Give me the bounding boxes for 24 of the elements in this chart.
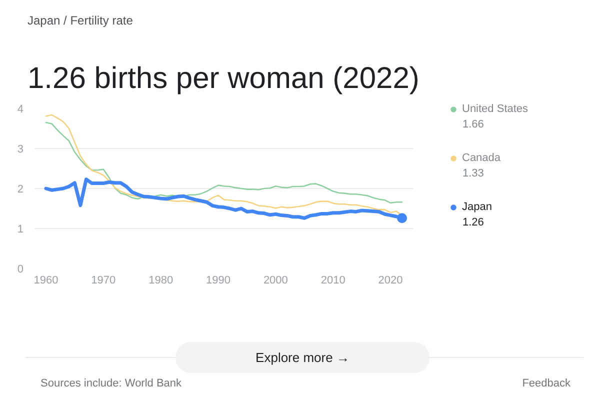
x-tick-label: 1990 (206, 274, 231, 286)
x-tick-label: 2020 (378, 274, 403, 286)
legend-label: Canada (462, 152, 501, 164)
y-tick-label: 0 (17, 264, 24, 276)
legend-label: United States (462, 103, 528, 115)
x-tick-label: 2010 (320, 274, 346, 286)
y-tick-label: 1 (17, 224, 24, 236)
text: 1.33 (462, 168, 484, 180)
text: Feedback (522, 378, 571, 390)
text: Explore more → (256, 350, 350, 365)
x-tick-label: 1980 (148, 274, 174, 286)
source-note: Sources include: World Bank (40, 378, 182, 390)
y-tick-label: 3 (17, 144, 24, 156)
y-tick-label: 2 (17, 184, 24, 196)
x-tick-label: 2000 (263, 274, 288, 286)
x-tick-label: 1970 (91, 274, 116, 286)
line-series (45, 122, 403, 204)
legend-label: Japan (462, 201, 492, 213)
chart-subtitle: Japan / Fertility rate (28, 14, 134, 28)
text: 1.66 (462, 118, 484, 130)
text: 1.26 (462, 216, 484, 228)
chart-title: 1.26 births per woman (2022) (28, 62, 420, 95)
y-tick-label: 4 (17, 104, 24, 116)
x-tick-label: 1960 (34, 274, 58, 286)
